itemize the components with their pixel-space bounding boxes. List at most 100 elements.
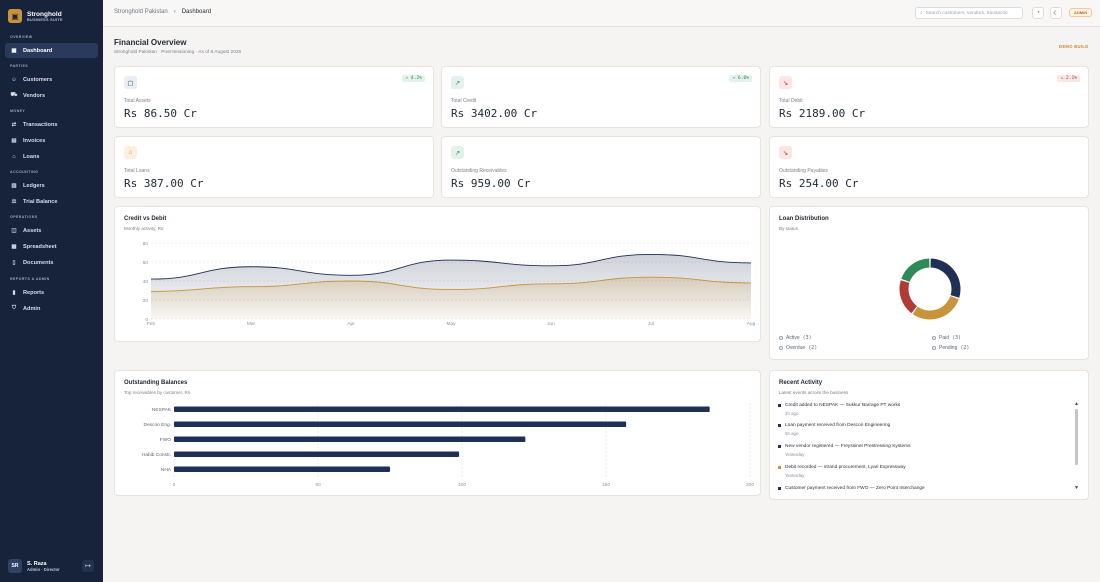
kpi-value: Rs 254.00 Cr [779,177,859,190]
x-tick-label: Jul [648,321,654,327]
legend-count: (2) [808,345,818,351]
card-subtitle: Monthly activity, Rs [124,226,164,231]
loan-distribution-donut[interactable] [890,249,970,329]
activity-text: Credit added to NESPAK — Sukkur Barrage … [785,403,901,408]
kpi-label: Total Assets [124,98,151,104]
sidebar-item-trial-balance[interactable]: ⚖ Trial Balance [5,194,98,209]
sidebar-item-dashboard[interactable]: ▦ Dashboard [5,43,98,58]
shield-icon: ⛉ [11,305,17,311]
section-reports-admin: REPORTS & ADMIN [10,277,50,281]
activity-item[interactable]: Credit added to NESPAK — Sukkur Barrage … [778,403,1068,416]
donut-slice-active [930,258,961,298]
file-icon: ▯ [12,259,16,266]
kpi-card-total-loans[interactable]: ⌂ Total Loans Rs 387.00 Cr [114,136,434,198]
recent-activity-card: Recent Activity Latest events across the… [769,370,1089,500]
search-input[interactable]: ⌕ Search customers, vendors, transactio [915,7,1023,19]
bar [174,436,526,442]
sidebar-item-loans[interactable]: ⌂ Loans [5,149,98,164]
sidebar-item-ledgers[interactable]: ▥ Ledgers [5,178,98,193]
x-tick-label: 150 [602,482,610,488]
breadcrumb-current: Dashboard [181,9,212,15]
activity-item[interactable]: New vendor registered — Freyssinet Prest… [778,444,1068,457]
sidebar-item-label: Trial Balance [23,198,58,205]
section-parties: PARTIES [10,64,29,68]
arrow-up-right-icon: ↗ [451,146,464,159]
page-subtitle: Stronghold Pakistan · Post-tensioning · … [114,50,242,55]
kpi-card-total-assets[interactable]: ▢ ↗ 4.2% Total Assets Rs 86.50 Cr [114,66,434,128]
sidebar-item-customers[interactable]: ☺ Customers [5,72,98,87]
book-icon: ▥ [11,182,17,189]
scroll-up-icon[interactable]: ▲ [1074,401,1079,407]
user-profile[interactable]: SR S. Raza Admin · Director [8,559,96,573]
kpi-card-outstanding-payables[interactable]: ↘ Outstanding Payables Rs 254.00 Cr [769,136,1089,198]
kpi-card-outstanding-receivables[interactable]: ↗ Outstanding Receivables Rs 959.00 Cr [441,136,761,198]
card-subtitle: Top receivables by customer, Rs [124,390,191,395]
legend-dot [932,336,936,340]
bullet-icon [778,466,781,469]
x-tick-label: 200 [746,482,754,488]
theme-toggle-button[interactable]: ☾ [1050,7,1062,19]
kpi-value: Rs 3402.00 Cr [451,107,538,120]
x-tick-label: 100 [458,482,466,488]
activity-item[interactable]: Customer payment received from FWO — Zer… [778,486,1068,491]
sidebar-item-label: Transactions [23,121,58,128]
y-tick-label: 20 [143,298,149,304]
bell-icon: ◔ [1036,10,1040,16]
x-tick-label: 0 [173,482,176,488]
outstanding-balances-chart[interactable]: 0 50 100 150 200 NESPAK Descon Eng. FWO Habib Co… [115,399,762,494]
donut-slice-pending [901,258,930,283]
chevron-right-icon: › [173,9,176,15]
breadcrumb-root[interactable]: Stronghold Pakistan [114,9,168,15]
kpi-label: Total Debit [779,98,803,104]
kpi-card-total-credit[interactable]: ↗ ↗ 6.0% Total Credit Rs 3402.00 Cr [441,66,761,128]
legend-item[interactable]: Active (3) [779,335,812,341]
legend-item[interactable]: Overdue (2) [779,345,817,351]
bar [174,466,390,472]
user-name: S. Raza [27,560,47,567]
sidebar-item-admin[interactable]: ⛉ Admin [5,301,98,316]
sidebar-item-vendors[interactable]: ⛟ Vendors [5,88,98,103]
legend-count: (3) [802,335,812,341]
sidebar-item-label: Admin [23,305,41,312]
kpi-value: Rs 86.50 Cr [124,107,197,120]
legend-label: Active [786,335,800,341]
sidebar-item-assets[interactable]: ◫ Assets [5,223,98,238]
legend-count: (3) [952,335,962,341]
kpi-card-total-debit[interactable]: ↘ ↘ 2.1% Total Debit Rs 2189.00 Cr [769,66,1089,128]
exchange-icon: ⇄ [11,121,17,128]
credit-debit-chart[interactable]: 0 20 40 60 80 Feb Mar Apr May Jun Jul Aug [115,235,762,340]
scale-icon: ⚖ [11,198,17,205]
legend-dot [779,346,783,350]
moon-icon: ☾ [1053,10,1059,17]
legend-item[interactable]: Pending (2) [932,345,969,351]
avatar: SR [8,559,22,573]
table-icon: ▦ [11,243,17,250]
sidebar-item-invoices[interactable]: ▤ Invoices [5,133,98,148]
bullet-icon [778,404,781,407]
sidebar-item-transactions[interactable]: ⇄ Transactions [5,117,98,132]
arrow-down-right-icon: ↘ [779,146,792,159]
building-icon: ▣ [8,9,22,23]
y-tick-label: 40 [143,279,149,285]
x-tick-label: Jun [547,321,555,327]
logout-icon[interactable]: ↦ [82,560,94,572]
scroll-down-icon[interactable]: ▼ [1074,485,1079,491]
user-role: Admin · Director [27,566,60,572]
activity-item[interactable]: Loan payment received from Descon Engine… [778,423,1068,436]
sidebar-item-spreadsheet[interactable]: ▦ Spreadsheet [5,239,98,254]
activity-item[interactable]: Debit recorded — strand procurement, Lya… [778,465,1068,478]
brand[interactable]: ▣ Stronghold BUSINESS SUITE [8,9,63,23]
kpi-change-badge: ↘ 2.1% [1057,75,1080,82]
notifications-button[interactable]: ◔ [1032,7,1044,19]
sidebar-item-documents[interactable]: ▯ Documents [5,255,98,270]
sidebar-item-reports[interactable]: ▮ Reports [5,285,98,300]
activity-time: 5h ago [785,431,799,436]
chart-icon: ▮ [12,289,16,296]
section-overview: OVERVIEW [10,35,33,39]
scrollbar-thumb[interactable] [1075,409,1078,465]
legend-item[interactable]: Paid (3) [932,335,961,341]
search-placeholder: Search customers, vendors, transactio [925,10,1008,16]
bank-icon: ⌂ [12,153,16,160]
y-category-label: FWO [160,437,171,443]
sidebar-item-label: Assets [23,227,42,234]
